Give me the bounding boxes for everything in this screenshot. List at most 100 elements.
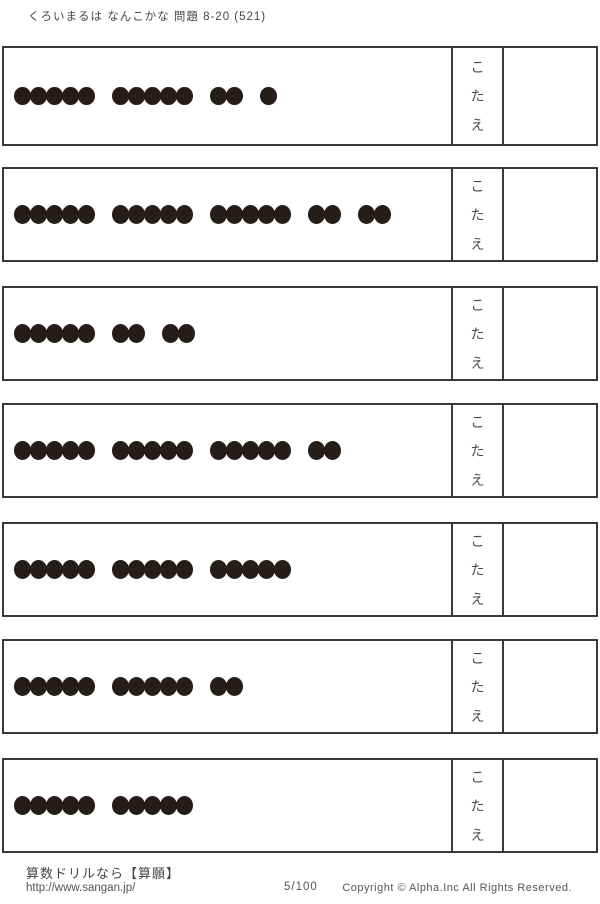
answer-label-char: え [470, 590, 485, 607]
dots-area [4, 288, 451, 379]
dot-group [112, 441, 193, 460]
black-dot [62, 86, 79, 106]
answer-label-char: こ [470, 413, 485, 430]
black-dot [226, 86, 243, 106]
black-dot [176, 441, 193, 460]
dot-group [14, 324, 95, 343]
black-dot [258, 560, 275, 579]
black-dot [14, 677, 31, 696]
answer-label-char: こ [470, 177, 485, 194]
black-dot [308, 441, 325, 460]
problem-row: こ た え [2, 403, 598, 498]
dot-group [112, 324, 145, 343]
answer-label-char: た [470, 678, 485, 695]
black-dot [128, 441, 145, 460]
black-dot [14, 205, 31, 224]
black-dot [78, 86, 95, 106]
answer-box[interactable] [502, 405, 596, 496]
problem-row: こ た え [2, 286, 598, 381]
black-dot [46, 796, 63, 815]
black-dot [226, 560, 243, 579]
dot-group [112, 205, 193, 224]
black-dot [176, 86, 193, 106]
black-dot [258, 205, 275, 224]
dot-group [260, 86, 277, 106]
black-dot [78, 205, 95, 224]
answer-box[interactable] [502, 169, 596, 260]
dots-area [4, 405, 451, 496]
answer-box[interactable] [502, 641, 596, 732]
black-dot [176, 677, 193, 696]
answer-box[interactable] [502, 48, 596, 144]
black-dot [178, 324, 195, 343]
black-dot [112, 560, 129, 579]
black-dot [14, 441, 31, 460]
black-dot [210, 677, 227, 696]
black-dot [78, 560, 95, 579]
dot-group [112, 796, 193, 815]
black-dot [62, 324, 79, 343]
answer-label-char: こ [470, 532, 485, 549]
answer-label-char: え [470, 707, 485, 724]
answer-label-char: た [470, 797, 485, 814]
black-dot [324, 205, 341, 224]
black-dot [62, 441, 79, 460]
black-dot [46, 205, 63, 224]
black-dot [112, 796, 129, 815]
dot-group [210, 560, 291, 579]
dot-group [308, 441, 341, 460]
answer-label-char: え [470, 235, 485, 252]
black-dot [30, 796, 47, 815]
answer-box[interactable] [502, 288, 596, 379]
answer-label: こ た え [451, 288, 502, 379]
black-dot [144, 560, 161, 579]
answer-label: こ た え [451, 169, 502, 260]
black-dot [160, 560, 177, 579]
answer-label: こ た え [451, 405, 502, 496]
dots-area [4, 760, 451, 851]
black-dot [46, 86, 63, 106]
problem-row: こ た え [2, 758, 598, 853]
dot-group [210, 205, 291, 224]
black-dot [46, 560, 63, 579]
black-dot [46, 677, 63, 696]
answer-label-char: た [470, 325, 485, 342]
black-dot [30, 560, 47, 579]
black-dot [30, 205, 47, 224]
answer-box[interactable] [502, 760, 596, 851]
answer-label-char: こ [470, 296, 485, 313]
black-dot [160, 86, 177, 106]
black-dot [226, 677, 243, 696]
black-dot [274, 560, 291, 579]
problem-row: こ た え [2, 522, 598, 617]
black-dot [176, 796, 193, 815]
black-dot [14, 324, 31, 343]
answer-label-char: た [470, 88, 485, 104]
dot-group [308, 205, 341, 224]
black-dot [78, 677, 95, 696]
answer-label-char: こ [470, 649, 485, 666]
dots-area [4, 524, 451, 615]
black-dot [14, 86, 31, 106]
black-dot [210, 86, 227, 106]
black-dot [144, 441, 161, 460]
answer-label: こ た え [451, 524, 502, 615]
copyright-notice: Copyright © Alpha.Inc All Rights Reserve… [342, 882, 572, 894]
black-dot [242, 205, 259, 224]
black-dot [144, 86, 161, 106]
answer-label-char: え [470, 826, 485, 843]
black-dot [144, 796, 161, 815]
answer-box[interactable] [502, 524, 596, 615]
answer-label-char: た [470, 206, 485, 223]
answer-label-char: た [470, 561, 485, 578]
black-dot [258, 441, 275, 460]
problem-row: こ た え [2, 46, 598, 146]
black-dot [324, 441, 341, 460]
black-dot [274, 441, 291, 460]
dot-group [112, 677, 193, 696]
black-dot [128, 324, 145, 343]
black-dot [112, 324, 129, 343]
black-dot [30, 677, 47, 696]
dot-group [210, 677, 243, 696]
dot-group [112, 86, 193, 106]
